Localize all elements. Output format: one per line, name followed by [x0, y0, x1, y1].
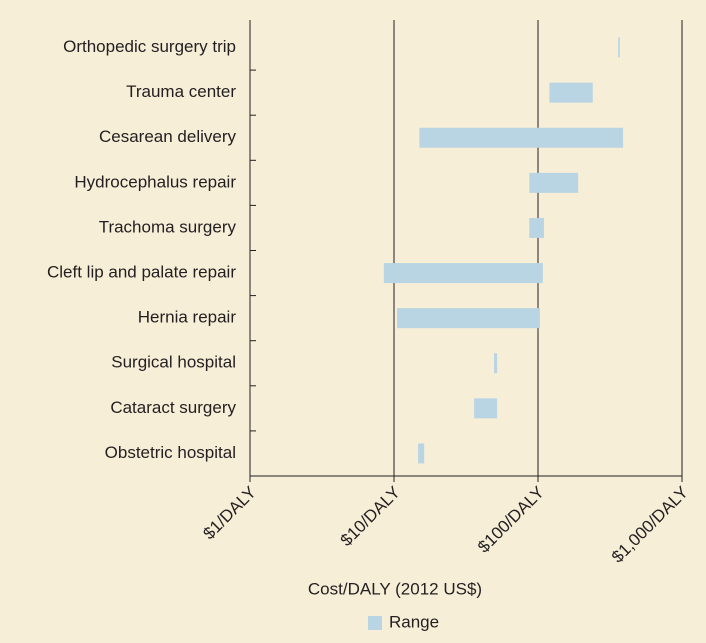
y-tick-label: Trauma center [126, 82, 236, 101]
y-tick-label: Obstetric hospital [105, 443, 236, 462]
y-tick-label: Cesarean delivery [99, 127, 237, 146]
bar [549, 82, 593, 103]
bar [419, 127, 624, 148]
y-tick-label: Orthopedic surgery trip [63, 37, 236, 56]
bar [529, 172, 579, 193]
y-tick-label: Trachoma surgery [99, 217, 237, 236]
bar [418, 443, 425, 464]
bar [397, 308, 540, 329]
y-tick-label: Cleft lip and palate repair [47, 263, 236, 282]
y-tick-label: Hydrocephalus repair [74, 172, 236, 191]
legend-swatch [368, 616, 382, 630]
bar [474, 398, 498, 419]
y-tick-label: Surgical hospital [111, 353, 236, 372]
y-tick-label: Cataract surgery [110, 398, 236, 417]
y-tick-label: Hernia repair [138, 308, 237, 327]
bar [383, 263, 543, 284]
bar [618, 37, 620, 58]
legend-label: Range [389, 612, 439, 631]
bar [529, 217, 544, 238]
x-axis-label: Cost/DALY (2012 US$) [308, 579, 482, 598]
bar [494, 353, 498, 374]
